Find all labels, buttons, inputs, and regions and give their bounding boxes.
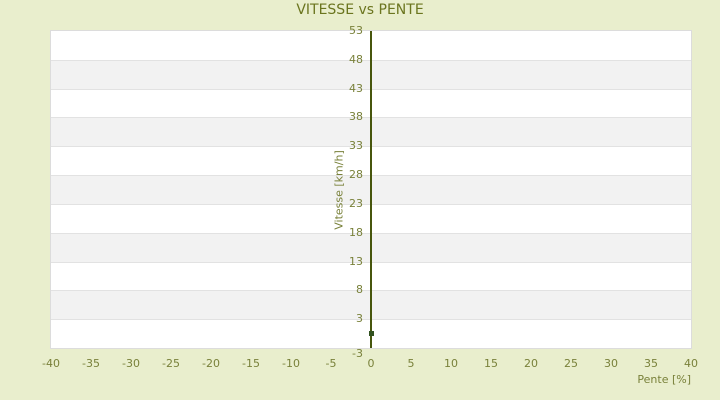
x-tick-label: 5 <box>407 357 415 370</box>
x-tick-label: 35 <box>644 357 658 370</box>
x-tick-label: -15 <box>242 357 260 370</box>
y-tick-label: 53 <box>349 24 363 37</box>
x-tick-label: -35 <box>82 357 100 370</box>
x-tick-label: -20 <box>202 357 220 370</box>
x-tick-label: 10 <box>444 357 458 370</box>
x-tick-label: -5 <box>325 357 337 370</box>
y-tick-label: 38 <box>349 110 363 124</box>
x-tick-label: 40 <box>684 357 698 370</box>
y-tick-label: 23 <box>349 196 363 210</box>
x-tick-label: -40 <box>42 357 60 370</box>
x-tick-label: 25 <box>564 357 578 370</box>
y-tick-label: 18 <box>349 225 363 239</box>
y-tick-label: 43 <box>349 81 363 95</box>
y-tick-label: 28 <box>349 168 363 182</box>
x-tick-label: -25 <box>162 357 180 370</box>
data-point-marker <box>368 331 374 337</box>
y-axis-line <box>370 31 372 348</box>
x-tick-label: 20 <box>524 357 538 370</box>
y-tick-label: 48 <box>349 52 363 66</box>
x-tick-label: 0 <box>367 357 375 370</box>
plot-area <box>50 30 692 349</box>
y-tick-label: 13 <box>349 254 363 268</box>
y-tick-label: 33 <box>349 139 363 153</box>
x-tick-label: 15 <box>484 357 498 370</box>
chart-title: VITESSE vs PENTE <box>296 2 424 18</box>
x-axis-title: Pente [%] <box>637 373 691 386</box>
y-tick-label: 3 <box>356 312 363 326</box>
x-tick-label: -10 <box>282 357 300 370</box>
x-tick-label: -30 <box>122 357 140 370</box>
x-tick-label: 30 <box>604 357 618 370</box>
y-tick-label: 8 <box>356 283 363 297</box>
y-axis-title: Vitesse [km/h] <box>332 150 346 230</box>
y-tick-label: -3 <box>352 346 363 360</box>
